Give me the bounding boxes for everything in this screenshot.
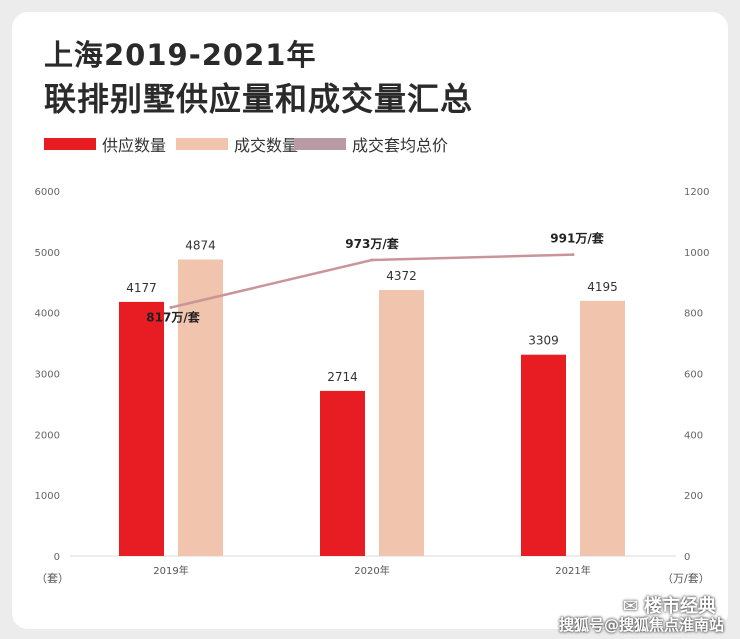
x-tick-label: 2019年: [153, 564, 188, 577]
bar-label-deals: 4372: [386, 269, 417, 283]
legend-item-deals: 成交数量: [176, 132, 298, 156]
y-tick-right: 0: [684, 552, 690, 563]
y-tick-left: 6000: [35, 187, 60, 198]
legend-swatch-supply: [44, 138, 96, 150]
chart-title-line2: 联排别墅供应量和成交量汇总: [44, 80, 474, 118]
y-tick-left: 1000: [35, 491, 60, 502]
bar-deals: [178, 259, 223, 556]
point-avg-price: [169, 305, 173, 309]
x-tick-label: 2021年: [555, 564, 590, 577]
y-tick-right: 400: [684, 430, 703, 441]
legend-label-avg-price: 成交套均总价: [352, 136, 449, 155]
legend-label-supply: 供应数量: [102, 136, 167, 155]
y-tick-right: 1000: [684, 248, 709, 259]
legend-item-avg-price: 成交套均总价: [294, 132, 448, 156]
watermark-brand: ✉ 楼市经典: [623, 592, 716, 618]
line-avg-price: [170, 253, 574, 309]
point-avg-price: [370, 258, 374, 262]
bar-supply: [119, 301, 164, 556]
y-axis-label-right: （万/套）: [662, 572, 710, 585]
legend-item-supply: 供应数量: [44, 132, 166, 156]
bar-label-deals: 4195: [587, 280, 618, 294]
legend-label-deals: 成交数量: [234, 136, 299, 155]
y-tick-right: 200: [684, 491, 703, 502]
legend-swatch-avg-price: [294, 138, 346, 150]
data-label-avg-price: 817万/套: [146, 309, 200, 324]
bar-label-supply: 2714: [327, 370, 358, 384]
bar-deals: [379, 290, 424, 556]
y-tick-left: 2000: [35, 430, 60, 441]
bar-label-supply: 4177: [126, 281, 157, 295]
bar-label-deals: 4874: [185, 238, 216, 252]
y-tick-right: 1200: [684, 187, 709, 198]
data-label-avg-price: 973万/套: [345, 236, 399, 251]
wechat-icon: ✉: [622, 596, 638, 617]
y-tick-right: 600: [684, 370, 703, 381]
bar-deals: [580, 300, 625, 556]
legend-swatch-deals: [176, 138, 228, 150]
y-tick-left: 5000: [35, 248, 60, 259]
watermark-brand-text: 楼市经典: [644, 596, 716, 617]
y-tick-left: 0: [54, 552, 60, 563]
bar-supply: [521, 354, 566, 556]
y-tick-right: 800: [684, 309, 703, 320]
y-axis-label-left: （套）: [36, 572, 69, 585]
watermark-text: 搜狐号@搜狐焦点淮南站: [558, 616, 724, 634]
bar-label-supply: 3309: [528, 334, 559, 348]
y-tick-left: 3000: [35, 370, 60, 381]
point-avg-price: [571, 253, 575, 257]
y-tick-left: 4000: [35, 309, 60, 320]
bar-supply: [320, 390, 365, 556]
chart-title-line1: 上海2019-2021年: [44, 38, 317, 72]
x-tick-label: 2020年: [354, 564, 389, 577]
data-label-avg-price: 991万/套: [550, 231, 604, 246]
